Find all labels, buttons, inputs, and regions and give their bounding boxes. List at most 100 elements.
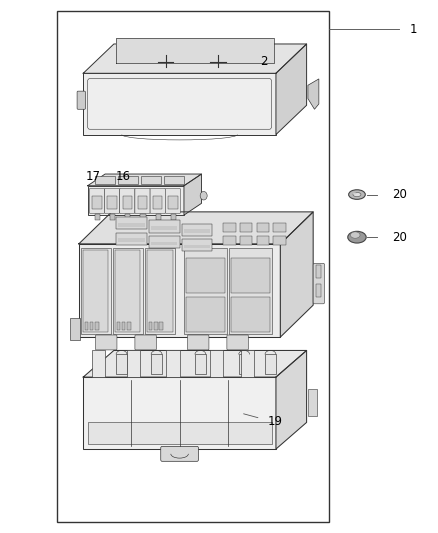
FancyBboxPatch shape	[89, 188, 105, 213]
Bar	[127, 322, 131, 330]
FancyBboxPatch shape	[227, 335, 248, 350]
Bar	[122, 322, 125, 330]
Ellipse shape	[353, 192, 361, 197]
Bar	[116, 354, 127, 374]
Polygon shape	[276, 44, 307, 134]
Bar	[184, 245, 210, 248]
FancyBboxPatch shape	[120, 188, 135, 213]
Circle shape	[200, 191, 207, 200]
Bar	[195, 354, 206, 374]
Polygon shape	[276, 351, 307, 449]
Polygon shape	[83, 44, 307, 73]
Bar	[164, 176, 184, 184]
Bar	[231, 258, 270, 293]
Bar	[265, 354, 276, 374]
FancyBboxPatch shape	[70, 318, 80, 340]
Bar	[182, 224, 212, 236]
Polygon shape	[308, 79, 319, 109]
Bar	[116, 232, 147, 245]
Bar	[159, 322, 163, 330]
Text: 17: 17	[85, 171, 100, 183]
Bar	[240, 236, 252, 245]
Bar	[90, 322, 93, 330]
Bar	[125, 214, 131, 221]
FancyBboxPatch shape	[81, 247, 111, 335]
Bar	[154, 322, 158, 330]
Bar	[83, 251, 108, 332]
FancyBboxPatch shape	[313, 263, 325, 304]
Polygon shape	[184, 174, 201, 215]
Bar	[141, 176, 161, 184]
FancyBboxPatch shape	[145, 247, 175, 335]
Text: 20: 20	[392, 188, 407, 201]
Bar	[116, 217, 147, 229]
Polygon shape	[116, 38, 274, 63]
FancyBboxPatch shape	[107, 196, 117, 209]
Ellipse shape	[350, 232, 360, 238]
Bar	[92, 351, 105, 377]
FancyBboxPatch shape	[153, 196, 162, 209]
FancyBboxPatch shape	[165, 188, 180, 213]
Bar	[118, 223, 145, 227]
Bar	[239, 354, 250, 374]
FancyBboxPatch shape	[79, 244, 280, 337]
FancyBboxPatch shape	[135, 188, 150, 213]
Bar	[184, 229, 210, 233]
Polygon shape	[79, 212, 313, 244]
Bar	[257, 236, 269, 245]
Polygon shape	[280, 212, 313, 337]
Bar	[149, 236, 180, 248]
Bar	[151, 226, 177, 230]
FancyBboxPatch shape	[135, 335, 156, 350]
Polygon shape	[83, 351, 307, 377]
Bar	[110, 214, 115, 221]
Bar	[186, 258, 225, 293]
Bar	[149, 322, 152, 330]
FancyBboxPatch shape	[92, 196, 102, 209]
Bar	[127, 351, 140, 377]
FancyBboxPatch shape	[77, 91, 85, 109]
FancyBboxPatch shape	[187, 335, 209, 350]
FancyBboxPatch shape	[184, 247, 227, 335]
Bar	[223, 236, 236, 245]
Bar	[140, 214, 146, 221]
Bar	[223, 223, 236, 232]
FancyBboxPatch shape	[95, 335, 117, 350]
Text: 16: 16	[116, 171, 131, 183]
Bar	[149, 221, 180, 232]
Ellipse shape	[348, 231, 366, 243]
Bar	[210, 351, 223, 377]
Text: 1: 1	[410, 23, 417, 36]
FancyBboxPatch shape	[105, 188, 120, 213]
Bar	[57, 11, 328, 522]
Bar	[85, 322, 88, 330]
Ellipse shape	[353, 192, 357, 195]
Bar	[241, 351, 254, 377]
Bar	[182, 239, 212, 251]
Polygon shape	[88, 174, 201, 186]
Bar	[88, 422, 272, 443]
Bar	[117, 322, 120, 330]
FancyBboxPatch shape	[88, 185, 184, 215]
FancyBboxPatch shape	[230, 247, 272, 335]
Text: 19: 19	[267, 415, 282, 427]
FancyBboxPatch shape	[83, 377, 276, 449]
FancyBboxPatch shape	[123, 196, 132, 209]
Bar	[115, 251, 141, 332]
Bar	[148, 251, 173, 332]
Text: 2: 2	[261, 55, 268, 68]
Bar	[95, 214, 100, 221]
Bar	[316, 284, 321, 297]
Bar	[95, 176, 115, 184]
Bar	[273, 236, 286, 245]
Bar	[273, 223, 286, 232]
Bar	[166, 351, 180, 377]
Bar	[316, 265, 321, 278]
FancyBboxPatch shape	[168, 196, 177, 209]
Bar	[118, 176, 138, 184]
Bar	[151, 354, 162, 374]
Ellipse shape	[349, 190, 365, 199]
Bar	[186, 297, 225, 332]
Bar	[257, 223, 269, 232]
Bar	[95, 322, 99, 330]
